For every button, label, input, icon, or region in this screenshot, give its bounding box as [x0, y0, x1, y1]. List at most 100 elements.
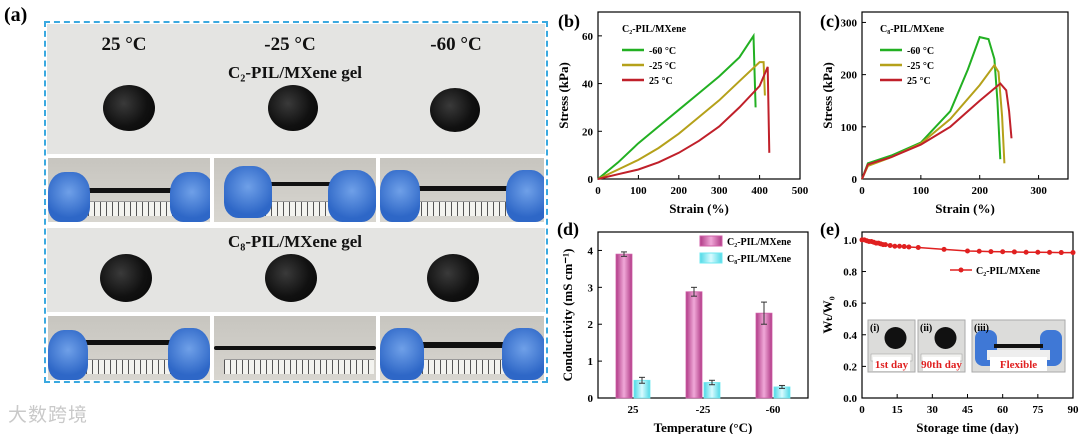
chart-c: (c) 0 100 200 300 0 100 200 300 Strain (%) Stress …	[820, 11, 1069, 216]
x-tick-label: -60	[766, 404, 781, 416]
y-tick-label: 100	[841, 122, 858, 134]
gel-disc-c2-25	[103, 85, 155, 131]
y-tick-label: 0.8	[843, 267, 857, 279]
legend-entry: C₂-PIL/MXene	[976, 266, 1041, 277]
inset-caption-bg	[923, 357, 960, 371]
x-tick-label: 200	[671, 185, 688, 197]
gel-disc-c2-minus25	[268, 85, 318, 131]
panel-label: (b)	[558, 11, 580, 32]
x-tick-label: 0	[859, 185, 865, 197]
temp-label-minus25: -25 °C	[264, 34, 316, 55]
data-point	[1058, 250, 1064, 256]
x-tick-label: 0	[859, 404, 865, 416]
plot-frame	[597, 231, 809, 399]
panel-label: (d)	[557, 219, 579, 240]
inset-caption: 1st day	[875, 359, 909, 371]
x-tick-label: 30	[927, 404, 939, 416]
top-gel-title: C₂-PIL/MXene gel	[228, 63, 362, 82]
x-tick-label: 300	[1030, 185, 1047, 197]
series-line-25C	[597, 61, 766, 180]
x-tick-label: 0	[595, 185, 601, 197]
legend-entry: -25 °C	[907, 61, 934, 72]
inset-caption: Flexible	[1000, 359, 1037, 371]
data-point	[887, 242, 893, 248]
series-line-25C	[861, 63, 1006, 180]
plot-frame	[597, 11, 801, 180]
y-tick-label: 20	[582, 126, 594, 138]
data-point	[1070, 250, 1076, 256]
legend-marker	[958, 267, 964, 273]
y-tick-label: 4	[588, 245, 594, 257]
x-tick-label: 90	[1068, 404, 1080, 416]
inset-caption-bg	[873, 357, 910, 371]
y-tick-label: 3	[588, 282, 594, 294]
gel-disc-c2-minus60	[430, 88, 480, 132]
x-tick-label: 500	[792, 185, 809, 197]
series-line-60C	[597, 32, 757, 180]
data-point	[988, 249, 994, 255]
x-tick-label: -25	[696, 404, 711, 416]
bar-c2--25	[685, 291, 703, 399]
y-tick-label: 0	[588, 174, 594, 186]
x-tick-label: 45	[962, 404, 974, 416]
legend-entry: 25 °C	[649, 76, 673, 87]
stretch-photo-c2-minus25	[214, 158, 376, 222]
x-axis-label: Strain (%)	[669, 201, 729, 216]
x-axis-label: Strain (%)	[935, 201, 995, 216]
x-tick-label: 400	[751, 185, 768, 197]
stretch-photo-c2-minus60	[380, 158, 544, 222]
x-tick-label: 75	[1032, 404, 1044, 416]
data-point	[901, 244, 907, 250]
legend-entry: 25 °C	[907, 76, 931, 87]
x-tick-label: 100	[913, 185, 930, 197]
bar-c2-25	[615, 253, 633, 399]
temp-label-minus60: -60 °C	[430, 34, 482, 55]
watermark: 大数跨境	[8, 404, 89, 426]
inset-gel-disc	[934, 327, 957, 349]
stretch-photo-c8-minus25	[214, 316, 376, 380]
x-axis-label: Storage time (day)	[916, 420, 1019, 434]
y-tick-label: 0.4	[843, 330, 857, 342]
chart-d: (d) 0 1 2 3 4 25 -25 -60 Temperature (°C) Conducti…	[557, 219, 809, 434]
x-tick-label: 25	[628, 404, 640, 416]
gel-disc-c8-minus25	[265, 254, 317, 302]
legend-swatch	[699, 252, 723, 264]
legend-swatch	[699, 235, 723, 247]
inset-label: (i)	[870, 323, 879, 334]
y-tick-label: 2	[588, 319, 594, 331]
panel-a-label: (a)	[4, 4, 28, 26]
legend-title: C₈-PIL/MXene	[880, 24, 945, 35]
x-tick-label: 15	[892, 404, 904, 416]
legend-entry: -60 °C	[649, 46, 676, 57]
data-point	[941, 246, 947, 252]
y-tick-label: 0	[588, 393, 594, 405]
y-tick-label: 1.0	[843, 235, 857, 247]
series-line-25C	[861, 82, 1013, 180]
data-point	[1047, 249, 1053, 255]
y-tick-label: 300	[841, 17, 858, 29]
gel-disc-c8-minus60	[427, 254, 479, 302]
inset-caption-bg	[990, 357, 1047, 371]
gel-disc-c8-25	[100, 254, 152, 302]
panel-label: (e)	[820, 219, 840, 240]
x-tick-label: 300	[711, 185, 728, 197]
y-axis-label: Wₜ/W₀	[820, 296, 835, 333]
legend-entry: C₂-PIL/MXene	[727, 237, 792, 248]
data-point	[1011, 249, 1017, 255]
y-tick-label: 1	[588, 356, 594, 368]
data-point	[976, 248, 982, 254]
y-tick-label: 200	[841, 70, 858, 82]
plot-frame	[861, 231, 1074, 399]
data-point	[1023, 249, 1029, 255]
x-tick-label: 200	[971, 185, 988, 197]
data-point	[965, 248, 970, 254]
stretch-photo-c8-minus60	[380, 316, 544, 380]
chart-b: (b) 0 100 200 300 400 500 0 20 40 60 Strain (%) Stre…	[556, 11, 809, 216]
panel-label: (c)	[820, 11, 840, 32]
y-axis-label: Stress (kPa)	[820, 62, 835, 129]
y-axis-label: Stress (kPa)	[556, 62, 571, 129]
data-point	[882, 242, 888, 248]
legend-entry: C₈-PIL/MXene	[727, 254, 792, 265]
data-point	[915, 244, 921, 250]
